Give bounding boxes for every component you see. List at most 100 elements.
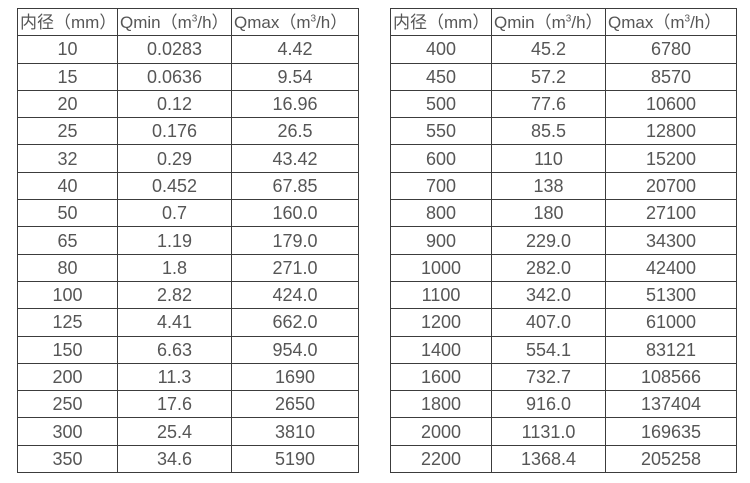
table-cell: 662.0	[231, 308, 359, 337]
header-qmax: Qmax（m3/h）	[605, 7, 737, 37]
table-cell: 1.8	[117, 253, 232, 282]
table-row: 80 1.8 271.0	[17, 253, 359, 282]
table-cell: 40	[17, 171, 118, 201]
table-cell: 61000	[605, 308, 737, 337]
table-cell: 34.6	[117, 444, 232, 474]
table-row: 2000 1131.0 169635	[390, 417, 737, 446]
table-cell: 250	[17, 390, 118, 419]
header-diameter: 内径（mm）	[390, 7, 492, 37]
table-cell: 732.7	[491, 362, 606, 392]
table-row: 450 57.2 8570	[390, 62, 737, 91]
table-cell: 65	[17, 226, 118, 255]
table-cell: 407.0	[491, 308, 606, 337]
table-cell: 27100	[605, 199, 737, 228]
table-cell: 1800	[390, 390, 492, 419]
table-cell: 554.1	[491, 335, 606, 364]
table-cell: 20700	[605, 171, 737, 201]
table-cell: 9.54	[231, 62, 359, 91]
table-cell: 6780	[605, 35, 737, 64]
table-row: 50 0.7 160.0	[17, 199, 359, 228]
table-cell: 700	[390, 171, 492, 201]
table-cell: 26.5	[231, 117, 359, 146]
table-cell: 229.0	[491, 226, 606, 255]
table-row: 700 138 20700	[390, 171, 737, 201]
table-cell: 10600	[605, 89, 737, 119]
table-cell: 0.7	[117, 199, 232, 228]
header-qmax-sup: 3	[310, 12, 317, 24]
table-row: 40 0.452 67.85	[17, 171, 359, 201]
table-row: 900 229.0 34300	[390, 226, 737, 255]
table-cell: 179.0	[231, 226, 359, 255]
table-cell: 150	[17, 335, 118, 364]
table-row: 32 0.29 43.42	[17, 144, 359, 173]
table-cell: 169635	[605, 417, 737, 446]
table-row: 550 85.5 12800	[390, 117, 737, 146]
table-cell: 0.29	[117, 144, 232, 173]
table-cell: 43.42	[231, 144, 359, 173]
header-qmin: Qmin（m3/h）	[117, 7, 232, 37]
table-row: 150 6.63 954.0	[17, 335, 359, 364]
table-row: 600 110 15200	[390, 144, 737, 173]
header-qmin-text: Qmin（m	[494, 12, 566, 32]
table-cell: 160.0	[231, 199, 359, 228]
table-row: 1200 407.0 61000	[390, 308, 737, 337]
table-cell: 2000	[390, 417, 492, 446]
table-cell: 17.6	[117, 390, 232, 419]
table-cell: 108566	[605, 362, 737, 392]
table-cell: 0.176	[117, 117, 232, 146]
header-qmin: Qmin（m3/h）	[491, 7, 606, 37]
table-cell: 500	[390, 89, 492, 119]
table-row: 15 0.0636 9.54	[17, 62, 359, 91]
table-cell: 6.63	[117, 335, 232, 364]
table-cell: 300	[17, 417, 118, 446]
flow-table-large-diameters: 内径（mm） Qmin（m3/h） Qmax（m3/h） 400 45.2 6780…	[390, 7, 737, 474]
table-row: 1600 732.7 108566	[390, 362, 737, 392]
table-row: 400 45.2 6780	[390, 35, 737, 64]
table-cell: 205258	[605, 444, 737, 474]
table-row: 65 1.19 179.0	[17, 226, 359, 255]
header-qmax-unit: /h）	[690, 12, 722, 32]
table-cell: 400	[390, 35, 492, 64]
table-cell: 25.4	[117, 417, 232, 446]
table-cell: 424.0	[231, 280, 359, 310]
table-cell: 2200	[390, 444, 492, 474]
table-row: 800 180 27100	[390, 199, 737, 228]
table-row: 1800 916.0 137404	[390, 390, 737, 419]
table-cell: 4.41	[117, 308, 232, 337]
table-cell: 42400	[605, 253, 737, 282]
table-cell: 1100	[390, 280, 492, 310]
table-cell: 1368.4	[491, 444, 606, 474]
table-cell: 800	[390, 199, 492, 228]
table-cell: 600	[390, 144, 492, 173]
table-cell: 83121	[605, 335, 737, 364]
table-cell: 67.85	[231, 171, 359, 201]
table-cell: 50	[17, 199, 118, 228]
table-cell: 342.0	[491, 280, 606, 310]
table-row: 1100 342.0 51300	[390, 280, 737, 310]
header-qmin-unit: /h）	[197, 12, 229, 32]
table-cell: 5190	[231, 444, 359, 474]
table-cell: 138	[491, 171, 606, 201]
table-cell: 80	[17, 253, 118, 282]
table-row: 350 34.6 5190	[17, 444, 359, 474]
table-cell: 32	[17, 144, 118, 173]
table-cell: 15200	[605, 144, 737, 173]
table-cell: 2.82	[117, 280, 232, 310]
table-cell: 8570	[605, 62, 737, 91]
table-cell: 16.96	[231, 89, 359, 119]
table-cell: 25	[17, 117, 118, 146]
table-cell: 271.0	[231, 253, 359, 282]
header-qmin-unit: /h）	[571, 12, 603, 32]
table-cell: 34300	[605, 226, 737, 255]
table-cell: 10	[17, 35, 118, 64]
table-cell: 1400	[390, 335, 492, 364]
table-cell: 11.3	[117, 362, 232, 392]
table-cell: 3810	[231, 417, 359, 446]
header-qmax-text: Qmax（m	[608, 12, 685, 32]
header-qmax-unit: /h）	[316, 12, 348, 32]
table-cell: 0.12	[117, 89, 232, 119]
table-cell: 0.452	[117, 171, 232, 201]
header-qmin-text: Qmin（m	[120, 12, 192, 32]
table-cell: 1200	[390, 308, 492, 337]
header-row: 内径（mm） Qmin（m3/h） Qmax（m3/h）	[17, 7, 359, 37]
